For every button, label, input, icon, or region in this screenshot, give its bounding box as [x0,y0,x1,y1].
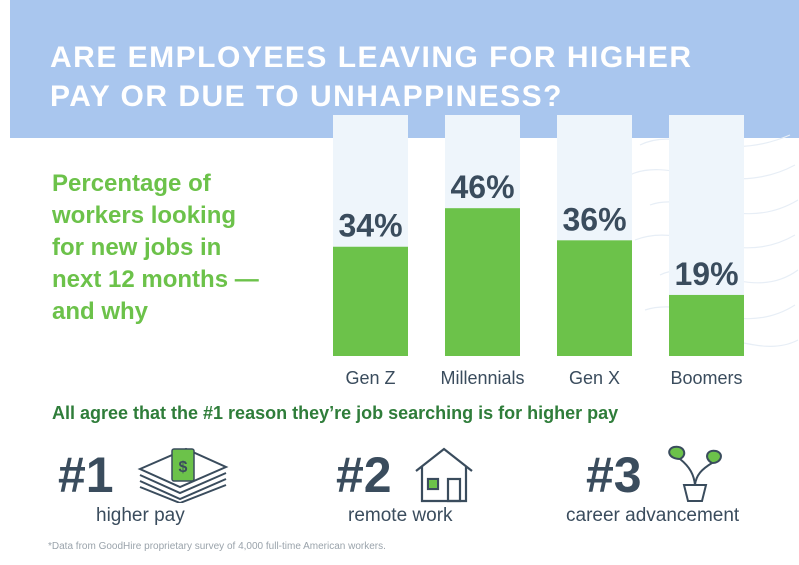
subtitle-line: next 12 months — [52,266,259,293]
chart-subtitle: Percentage of workers looking for new jo… [52,168,312,328]
title-line-1: ARE EMPLOYEES LEAVING FOR HIGHER [50,41,693,74]
reason-rank: #3 [586,447,642,503]
bar [333,246,408,356]
subtitle-line: and why [52,298,149,325]
money-stack-icon: $ [137,447,229,503]
subtitle-line: workers looking [52,202,237,229]
svg-text:$: $ [179,459,188,476]
data-label: 46% [450,169,514,205]
bar [445,208,520,356]
bar [669,294,744,356]
plant-icon [668,445,722,502]
category-label: Boomers [670,368,742,388]
title-line-2: PAY OR DUE TO UNHAPPINESS? [50,80,563,113]
reason-rank: #2 [336,447,392,503]
subtitle-line: for new jobs in [52,234,222,261]
bar [557,240,632,356]
category-label: Gen Z [345,368,395,388]
reason-rank: #1 [58,447,114,503]
footnote: *Data from GoodHire proprietary survey o… [48,541,386,552]
tagline: All agree that the #1 reason they’re job… [52,403,619,423]
reason-label: higher pay [96,505,185,526]
reason-label: remote work [348,505,453,526]
subtitle-line: Percentage of [52,170,211,197]
page-title: ARE EMPLOYEES LEAVING FOR HIGHER PAY OR … [50,38,750,116]
reason-label: career advancement [566,505,740,526]
data-label: 34% [338,208,402,244]
house-icon [415,447,473,503]
category-label: Gen X [569,368,620,388]
category-label: Millennials [440,368,524,388]
bar-chart: 34% Gen Z 46% Millennials 36% Gen X 19% Boomers [333,115,744,388]
data-label: 36% [562,201,626,237]
data-label: 19% [674,256,738,292]
